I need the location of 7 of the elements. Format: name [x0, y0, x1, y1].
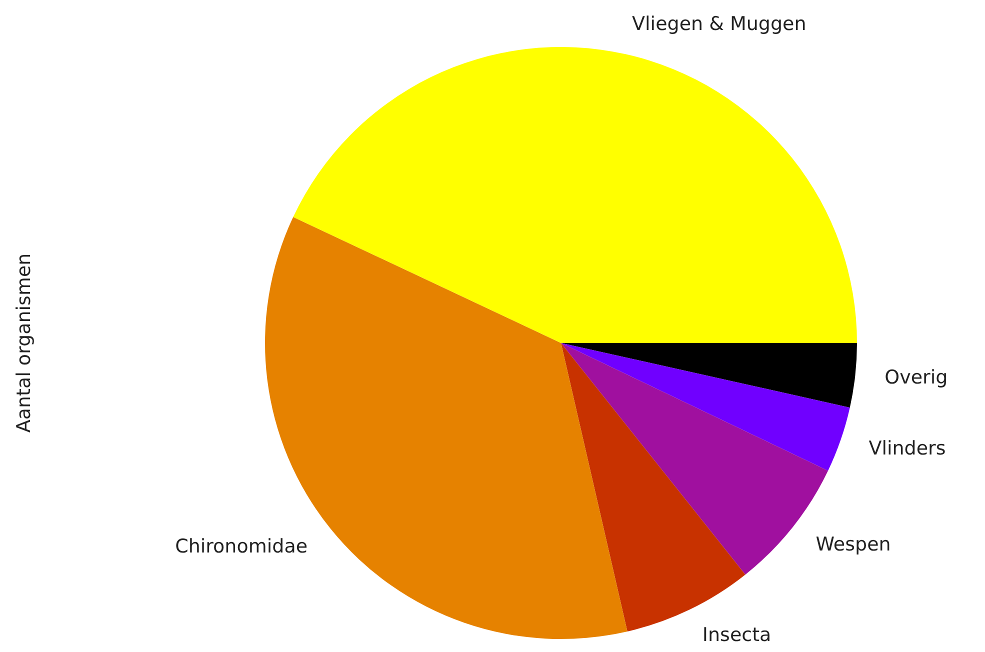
text: Aantal organismen — [12, 253, 35, 433]
slice-label: Wespen — [816, 534, 891, 556]
slice-label: Overig — [884, 366, 948, 389]
slice-label: Chironomidae — [175, 535, 308, 558]
slice-label: Vlinders — [868, 437, 946, 460]
slice-label: Vliegen & Muggen — [632, 13, 806, 36]
slice-label: Insecta — [702, 624, 772, 646]
